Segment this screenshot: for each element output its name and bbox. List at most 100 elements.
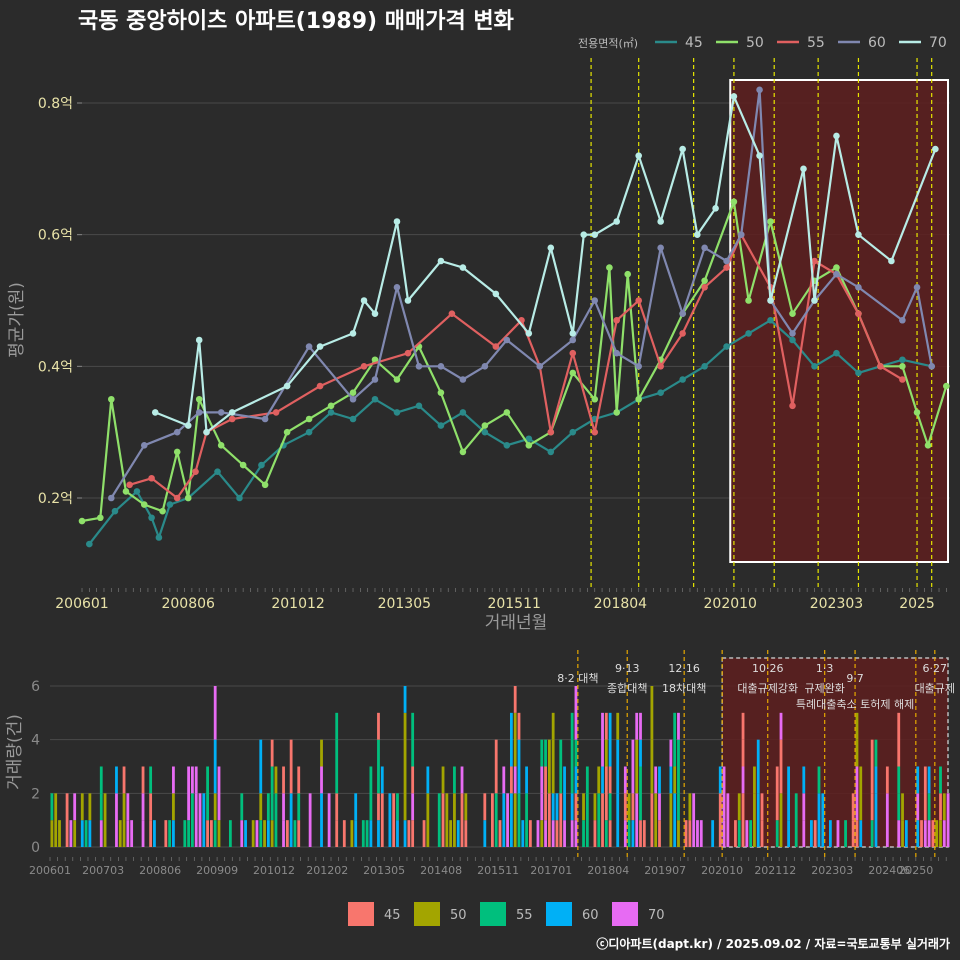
volume-bar [335, 820, 339, 847]
volume-bar [259, 793, 263, 821]
volume-bar [775, 820, 779, 847]
data-point-50 [913, 409, 921, 416]
volume-bar [259, 820, 263, 847]
data-point-55 [701, 284, 708, 291]
data-point-70 [693, 231, 701, 238]
volume-bar [559, 739, 563, 794]
data-point-60 [261, 415, 269, 423]
volume-bar [851, 793, 855, 821]
volume-bar [244, 820, 247, 847]
volume-bar [737, 820, 741, 847]
volume-bar [99, 793, 103, 821]
x-tick-label: 202112 [754, 864, 796, 877]
volume-bar [266, 820, 270, 847]
data-point-55 [360, 363, 368, 370]
data-point-45 [657, 389, 664, 396]
data-point-70 [657, 218, 664, 225]
data-point-70 [767, 297, 774, 304]
highlight-region [729, 79, 950, 563]
data-point-50 [730, 198, 738, 206]
x-tick-label: 202010 [704, 596, 757, 612]
legend-top[interactable]: 전용면적(㎡) 45 50 55 60 70 [578, 35, 947, 51]
data-point-50 [899, 363, 906, 370]
data-point-50 [833, 264, 840, 271]
legend-bottom[interactable]: 45 50 55 60 70 [348, 902, 665, 926]
volume-bar [737, 793, 741, 821]
data-point-60 [723, 257, 730, 265]
data-point-70 [811, 297, 818, 304]
volume-bar [141, 766, 145, 794]
volume-bar [551, 712, 555, 740]
volume-bar [240, 793, 244, 821]
volume-bar [855, 739, 859, 767]
volume-bar [931, 820, 935, 847]
data-point-45 [111, 507, 119, 515]
y-tick-label: 2 [31, 786, 40, 802]
volume-bar [464, 820, 468, 847]
volume-bar [274, 793, 278, 847]
data-point-60 [569, 336, 577, 344]
data-point-70 [316, 343, 324, 350]
volume-bar [50, 793, 54, 821]
x-tick-label: 202303 [810, 596, 863, 612]
volume-bar [570, 766, 574, 794]
data-point-70 [833, 132, 840, 140]
data-point-60 [679, 310, 686, 317]
data-point-50 [261, 481, 269, 489]
volume-bar [836, 820, 840, 847]
policy-annotation-detail: 18차대책 [662, 682, 706, 695]
data-point-45 [258, 461, 265, 469]
volume-bar [149, 766, 153, 794]
volume-bar [817, 793, 821, 847]
volume-bar [601, 712, 604, 767]
x-tick-label: 202406 [868, 864, 910, 877]
policy-annotation-detail: 규제완화 [804, 682, 844, 695]
x-tick-label: 200601 [55, 596, 108, 612]
data-point-45 [236, 494, 243, 502]
data-point-45 [155, 534, 163, 541]
volume-bar [350, 820, 354, 847]
volume-bar [551, 793, 555, 821]
bottom-chart: 0 2 4 6 8·2 대책 9·13 종합대책 12·16 18차대책 10·26 대출규제강화 1… [5, 650, 955, 877]
volume-bar [380, 793, 384, 847]
volume-bar [570, 793, 574, 821]
data-point-55 [316, 382, 324, 390]
series-line-45 [88, 319, 932, 545]
volume-bar [654, 766, 658, 794]
volume-bar [726, 793, 730, 847]
volume-bar [58, 820, 61, 847]
volume-bar [669, 766, 673, 794]
x-tick-label: 201907 [644, 864, 686, 877]
legend-label-50: 50 [746, 35, 764, 51]
volume-bar [859, 820, 863, 847]
volume-bar [422, 820, 426, 847]
volume-bar [168, 820, 172, 847]
volume-bar [608, 712, 612, 767]
volume-bar [650, 686, 654, 740]
volume-bar [544, 820, 547, 847]
y-tick-label: 0 [31, 840, 40, 856]
data-point-60 [536, 363, 544, 370]
data-point-55 [448, 310, 456, 317]
volume-bar [585, 766, 589, 794]
volume-bar [920, 820, 923, 847]
policy-annotation: 8·2 대책 [557, 672, 598, 685]
volume-bar [172, 820, 175, 847]
volume-bar [696, 820, 699, 847]
volume-bar [939, 793, 942, 821]
x-tick-label: 200806 [139, 864, 181, 877]
volume-bar [540, 766, 544, 794]
volume-bar [923, 766, 927, 821]
volume-bar [684, 820, 688, 847]
y-tick-label: 0.8억 [38, 96, 73, 112]
volume-bar [509, 766, 513, 794]
volume-bar [855, 820, 859, 847]
volume-bar [483, 793, 487, 821]
volume-bar [84, 820, 88, 847]
y-axis-title: 평균가(원) [7, 282, 27, 358]
policy-annotation: 12·16 [668, 662, 700, 675]
volume-bar [574, 793, 578, 821]
volume-bar [206, 766, 209, 821]
volume-bar [870, 739, 874, 767]
volume-bar [377, 820, 380, 847]
